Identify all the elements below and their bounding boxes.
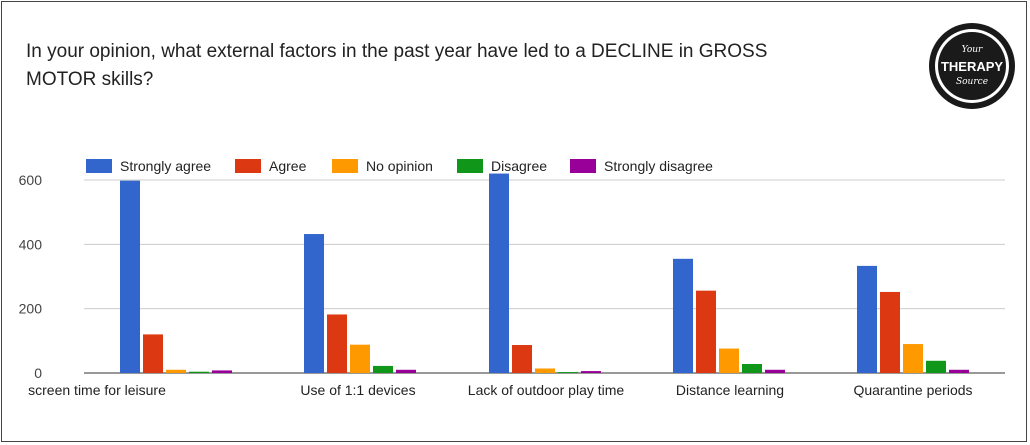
bar — [880, 291, 900, 373]
bar — [903, 344, 923, 373]
legend-label: Strongly agree — [120, 158, 211, 174]
chart-x-labels: screen time for leisure Use of 1:1 device… — [28, 382, 972, 398]
bar — [166, 369, 186, 373]
bar — [696, 290, 716, 373]
bar — [350, 344, 370, 373]
x-category-label: screen time for leisure — [28, 382, 166, 398]
bar — [396, 369, 416, 373]
legend-swatch — [235, 159, 261, 173]
y-tick-label: 200 — [19, 301, 43, 317]
bar — [949, 369, 969, 373]
chart-question-title: In your opinion, what external factors i… — [26, 41, 768, 90]
bar — [143, 334, 163, 373]
chart-bars — [120, 173, 969, 373]
legend-swatch — [86, 159, 112, 173]
x-category-label: Use of 1:1 devices — [300, 382, 415, 398]
legend-label: Strongly disagree — [604, 158, 713, 174]
therapy-source-logo: Your THERAPY Source — [929, 23, 1015, 109]
logo-text-bottom: Source — [956, 77, 988, 87]
legend-swatch — [457, 159, 483, 173]
logo-text-middle: THERAPY — [941, 59, 1003, 74]
legend-swatch — [332, 159, 358, 173]
legend-label: No opinion — [366, 158, 433, 174]
bar — [373, 365, 393, 373]
x-category-label: Lack of outdoor play time — [468, 382, 625, 398]
bar — [535, 368, 555, 373]
y-tick-label: 400 — [19, 236, 43, 252]
bar — [742, 363, 762, 373]
bar — [719, 348, 739, 373]
chart-legend: Strongly agree Agree No opinion Disagree Str… — [86, 158, 713, 174]
bar — [489, 173, 509, 373]
bar — [120, 180, 140, 373]
bar — [558, 372, 578, 373]
y-tick-label: 600 — [19, 172, 43, 188]
legend-label: Disagree — [491, 158, 547, 174]
bar — [189, 371, 209, 373]
bar — [304, 234, 324, 373]
logo-text-top: Your — [962, 45, 983, 55]
legend-label: Agree — [269, 158, 307, 174]
bar — [581, 371, 601, 373]
bar — [327, 314, 347, 373]
x-category-label: Quarantine periods — [853, 382, 972, 398]
legend-swatch — [570, 159, 596, 173]
bar — [673, 258, 693, 373]
bar — [512, 345, 532, 373]
bar — [926, 360, 946, 373]
y-tick-label: 0 — [34, 365, 42, 381]
bar — [212, 370, 232, 373]
bar — [857, 265, 877, 373]
x-category-label: Distance learning — [676, 382, 784, 398]
bar — [765, 369, 785, 373]
